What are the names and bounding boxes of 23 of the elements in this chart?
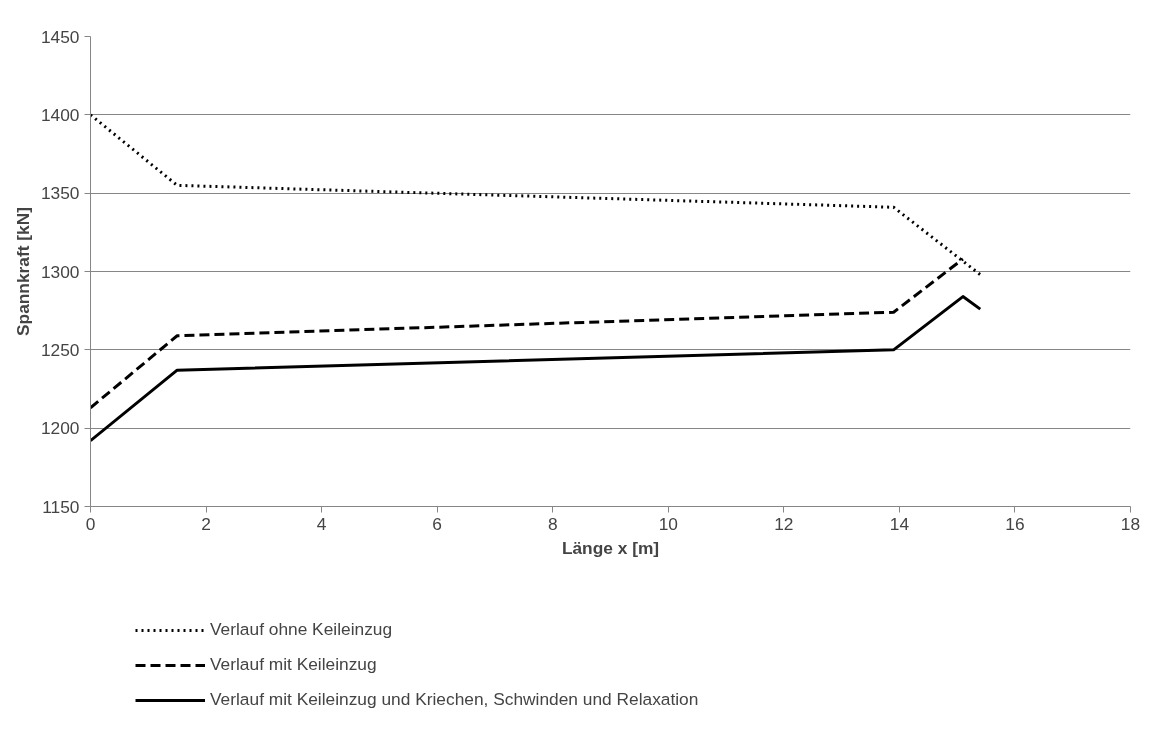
- x-tick-label: 16: [1005, 513, 1025, 534]
- x-tick-label: 10: [658, 513, 678, 534]
- x-tick-label: 4: [316, 513, 327, 534]
- x-tick-label: 2: [201, 513, 211, 534]
- x-tick-label: 8: [547, 513, 558, 534]
- x-tick-label: 12: [774, 513, 794, 534]
- x-tick-label: 0: [85, 513, 96, 534]
- y-tick-label: 1400: [40, 104, 80, 125]
- legend-label: Verlauf mit Keileinzug: [210, 654, 377, 675]
- legend-label: Verlauf ohne Keileinzug: [210, 619, 393, 640]
- line-series: [90, 295, 982, 443]
- y-tick-label: 1450: [40, 26, 80, 47]
- x-tick-label: 14: [889, 513, 910, 534]
- y-tick-label: 1150: [42, 496, 80, 517]
- legend-label: Verlauf mit Keileinzug und Kriechen, Schwinden und Relaxation: [210, 689, 699, 710]
- x-axis-title: Länge x [m]: [561, 537, 660, 558]
- y-axis-title: Spannkraft [kN]: [12, 206, 33, 337]
- x-tick-label: 18: [1120, 513, 1141, 534]
- y-tick-label: 1300: [40, 261, 80, 282]
- y-tick-label: 1350: [40, 183, 80, 204]
- x-tick-label: 6: [432, 513, 442, 534]
- y-tick-label: 1250: [40, 339, 80, 360]
- y-tick-label: 1200: [40, 418, 80, 439]
